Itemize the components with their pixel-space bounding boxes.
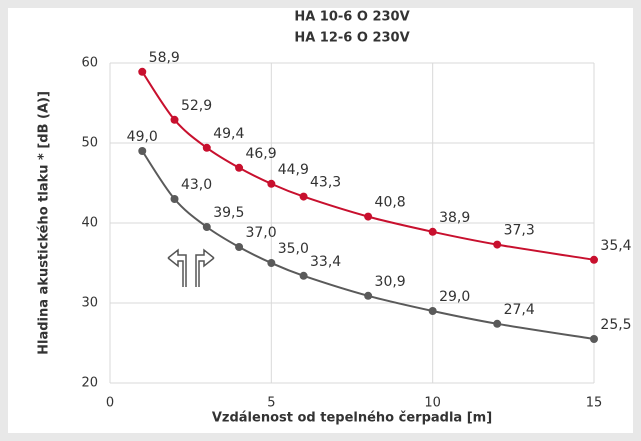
y-tick-label: 50: [81, 136, 98, 151]
data-point: [235, 243, 244, 251]
data-point: [267, 179, 276, 188]
data-point: [364, 291, 373, 300]
data-point: [138, 67, 147, 76]
chart-title: HA 10-6 O 230V: [294, 10, 409, 25]
data-label: 25,5: [600, 317, 631, 333]
data-point: [299, 192, 308, 201]
data-label: 29,0: [439, 289, 470, 305]
data-label: 39,5: [213, 205, 244, 221]
y-tick-label: 40: [81, 216, 98, 231]
data-point: [590, 335, 598, 343]
data-point: [138, 147, 147, 155]
chart-panel: [8, 8, 633, 433]
data-label: 27,4: [504, 302, 535, 318]
data-point: [428, 307, 437, 315]
series-line: [141, 150, 595, 340]
chart-title: HA 12-6 O 230V: [294, 31, 409, 46]
y-axis-label: Hladina akustického tlaku * [dB (A)]: [37, 91, 52, 355]
data-point: [267, 259, 276, 267]
y-tick-label: 30: [81, 296, 98, 311]
series-line: [141, 71, 595, 261]
data-point: [235, 163, 244, 172]
data-label: 35,4: [600, 238, 631, 254]
data-label: 58,9: [149, 50, 180, 66]
data-point: [428, 227, 437, 236]
data-label: 44,9: [278, 162, 309, 178]
x-tick-label: 0: [106, 396, 114, 411]
data-point: [364, 212, 373, 221]
data-label: 49,0: [127, 129, 158, 145]
data-label: 38,9: [439, 210, 470, 226]
data-point: [590, 255, 598, 264]
y-tick-label: 60: [81, 56, 98, 71]
data-label: 37,0: [245, 225, 276, 241]
data-label: 30,9: [375, 274, 406, 290]
data-label: 52,9: [181, 98, 212, 114]
data-label: 43,3: [310, 175, 341, 191]
y-tick-label: 20: [81, 376, 98, 391]
x-tick-label: 10: [424, 396, 441, 411]
data-point: [170, 115, 179, 124]
data-point: [493, 240, 502, 249]
data-label: 33,4: [310, 254, 341, 270]
data-point: [299, 271, 308, 280]
data-label: 46,9: [245, 146, 276, 162]
data-point: [202, 223, 211, 231]
direction-icon: [167, 248, 215, 287]
data-label: 40,8: [375, 195, 406, 211]
data-label: 43,0: [181, 177, 212, 193]
data-label: 35,0: [278, 241, 309, 257]
x-tick-label: 15: [586, 396, 603, 411]
data-point: [202, 143, 211, 152]
data-point: [493, 319, 502, 328]
data-label: 49,4: [213, 126, 244, 142]
x-tick-label: 5: [267, 396, 275, 411]
x-axis-label: Vzdálenost od tepelného čerpadla [m]: [212, 411, 492, 426]
data-point: [170, 195, 179, 203]
data-label: 37,3: [504, 223, 535, 239]
